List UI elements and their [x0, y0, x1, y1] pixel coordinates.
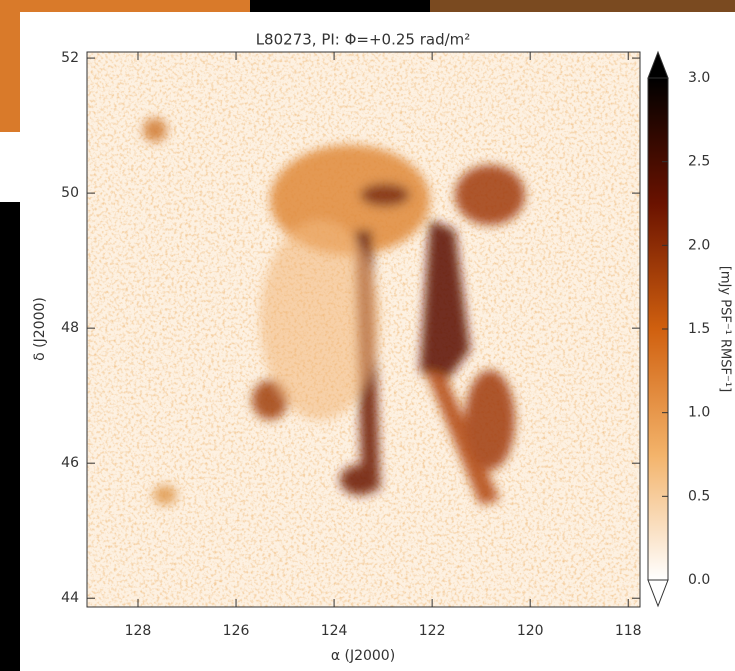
plot-frame: [86, 51, 641, 608]
colorbar-tick-label: 0.5: [688, 488, 710, 504]
y-tick-label: 44: [61, 590, 79, 606]
y-tick-label: 46: [61, 455, 79, 471]
x-tick-label: 124: [321, 623, 348, 639]
image: [87, 52, 640, 607]
colorbar-bottom-extend: [647, 579, 669, 608]
y-tick-label: 52: [61, 50, 79, 66]
colorbar-tick-label: 3.0: [688, 70, 710, 86]
colorbar-tick-label: 2.5: [688, 154, 710, 170]
colorbar-tick-label: 2.0: [688, 237, 710, 253]
chart-title: L80273, PI: Φ=+0.25 rad/m²: [256, 31, 471, 49]
x-axis-label: α (J2000): [331, 648, 395, 664]
x-tick-label: 122: [419, 623, 446, 639]
colorbar-label: [mJy PSF⁻¹ RMSF⁻¹]: [718, 266, 733, 392]
colorbar-tick-label: 1.5: [688, 321, 710, 337]
y-tick-label: 48: [61, 320, 79, 336]
y-axis-label: δ (J2000): [32, 297, 48, 361]
colorbar-top-extend: [647, 50, 669, 79]
x-tick-label: 118: [615, 623, 642, 639]
colorbar-tick-label: 0.0: [688, 572, 710, 588]
x-tick-label: 120: [517, 623, 544, 639]
background-panel: [430, 0, 735, 12]
colorbar-tick-label: 1.0: [688, 405, 710, 421]
x-tick-label: 128: [125, 623, 152, 639]
y-tick-label: 50: [61, 185, 79, 201]
x-tick-label: 126: [223, 623, 250, 639]
